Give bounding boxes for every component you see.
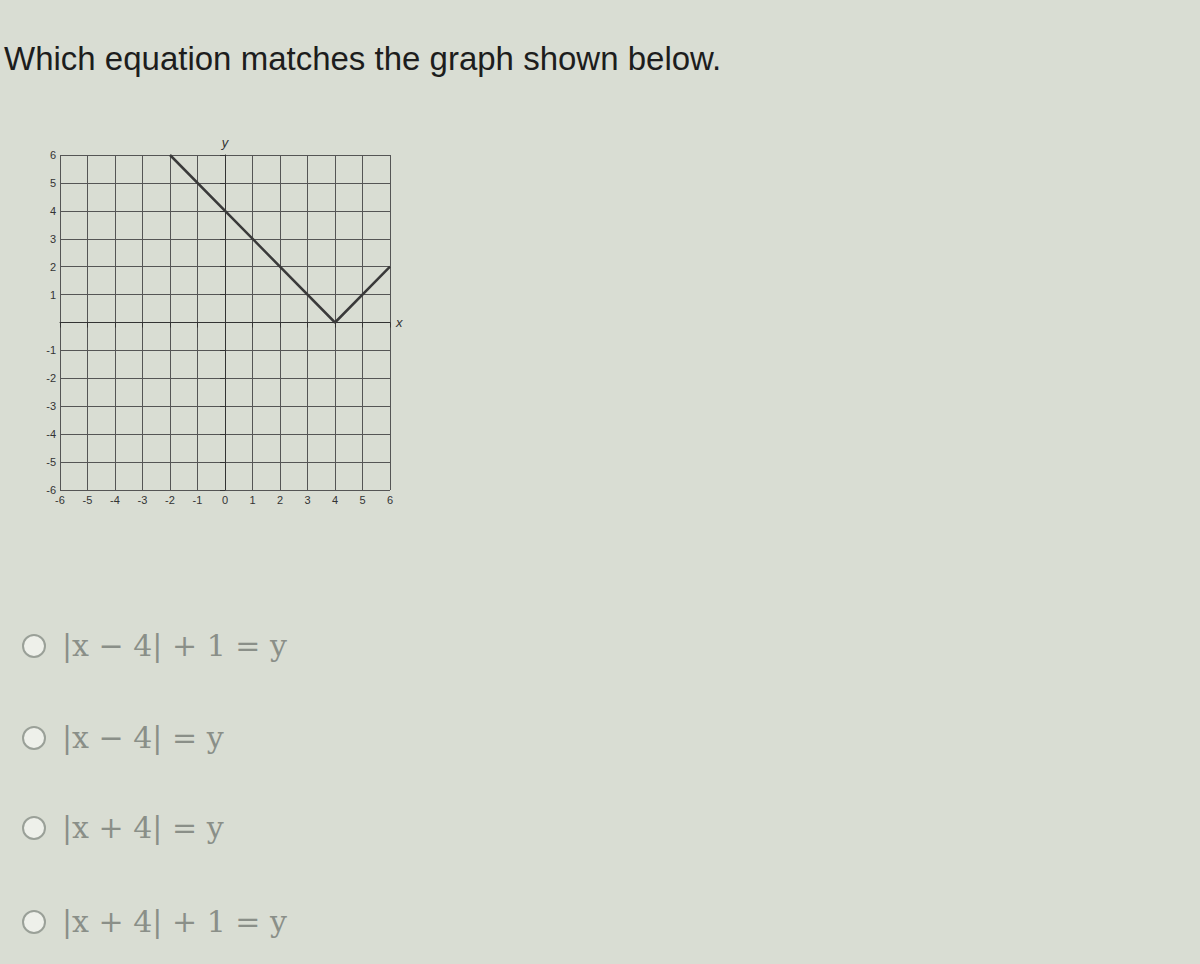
html-text:Which equation matches the gra: Which equation matches the graph shown b…	[4, 40, 722, 77]
svg-text:-4: -4	[110, 494, 120, 506]
html-text:|x + 4| = y: |x + 4| = y	[62, 810, 224, 845]
html-text:|x + 4| + 1 = y: |x + 4| + 1 = y	[62, 904, 287, 939]
svg-text:-1: -1	[46, 344, 56, 356]
html-text:|x − 4| = y: |x − 4| = y	[62, 720, 224, 755]
svg-text:-2: -2	[46, 372, 56, 384]
svg-text:6: 6	[387, 494, 393, 506]
svg-text:2: 2	[50, 261, 56, 273]
svg-text:3: 3	[50, 233, 56, 245]
svg-text:-1: -1	[193, 494, 203, 506]
svg-text:1: 1	[249, 494, 255, 506]
svg-text:x: x	[395, 315, 403, 330]
svg-text:3: 3	[304, 494, 310, 506]
svg-text:4: 4	[50, 205, 56, 217]
svg-text:-3: -3	[138, 494, 148, 506]
svg-text:-4: -4	[46, 428, 56, 440]
svg-text:-6: -6	[55, 494, 65, 506]
svg-text:1: 1	[50, 289, 56, 301]
svg-text:0: 0	[222, 494, 228, 506]
svg-text:-2: -2	[165, 494, 175, 506]
svg-text:6: 6	[50, 149, 56, 161]
svg-text:-3: -3	[46, 400, 56, 412]
svg-text:5: 5	[50, 177, 56, 189]
svg-text:-5: -5	[83, 494, 93, 506]
svg-text:-5: -5	[46, 456, 56, 468]
html-text:|x − 4| + 1 = y: |x − 4| + 1 = y	[62, 628, 287, 663]
svg-text:-6: -6	[46, 484, 56, 496]
svg-text:4: 4	[332, 494, 338, 506]
svg-text:y: y	[221, 135, 230, 150]
svg-text:2: 2	[277, 494, 283, 506]
svg-text:5: 5	[359, 494, 365, 506]
